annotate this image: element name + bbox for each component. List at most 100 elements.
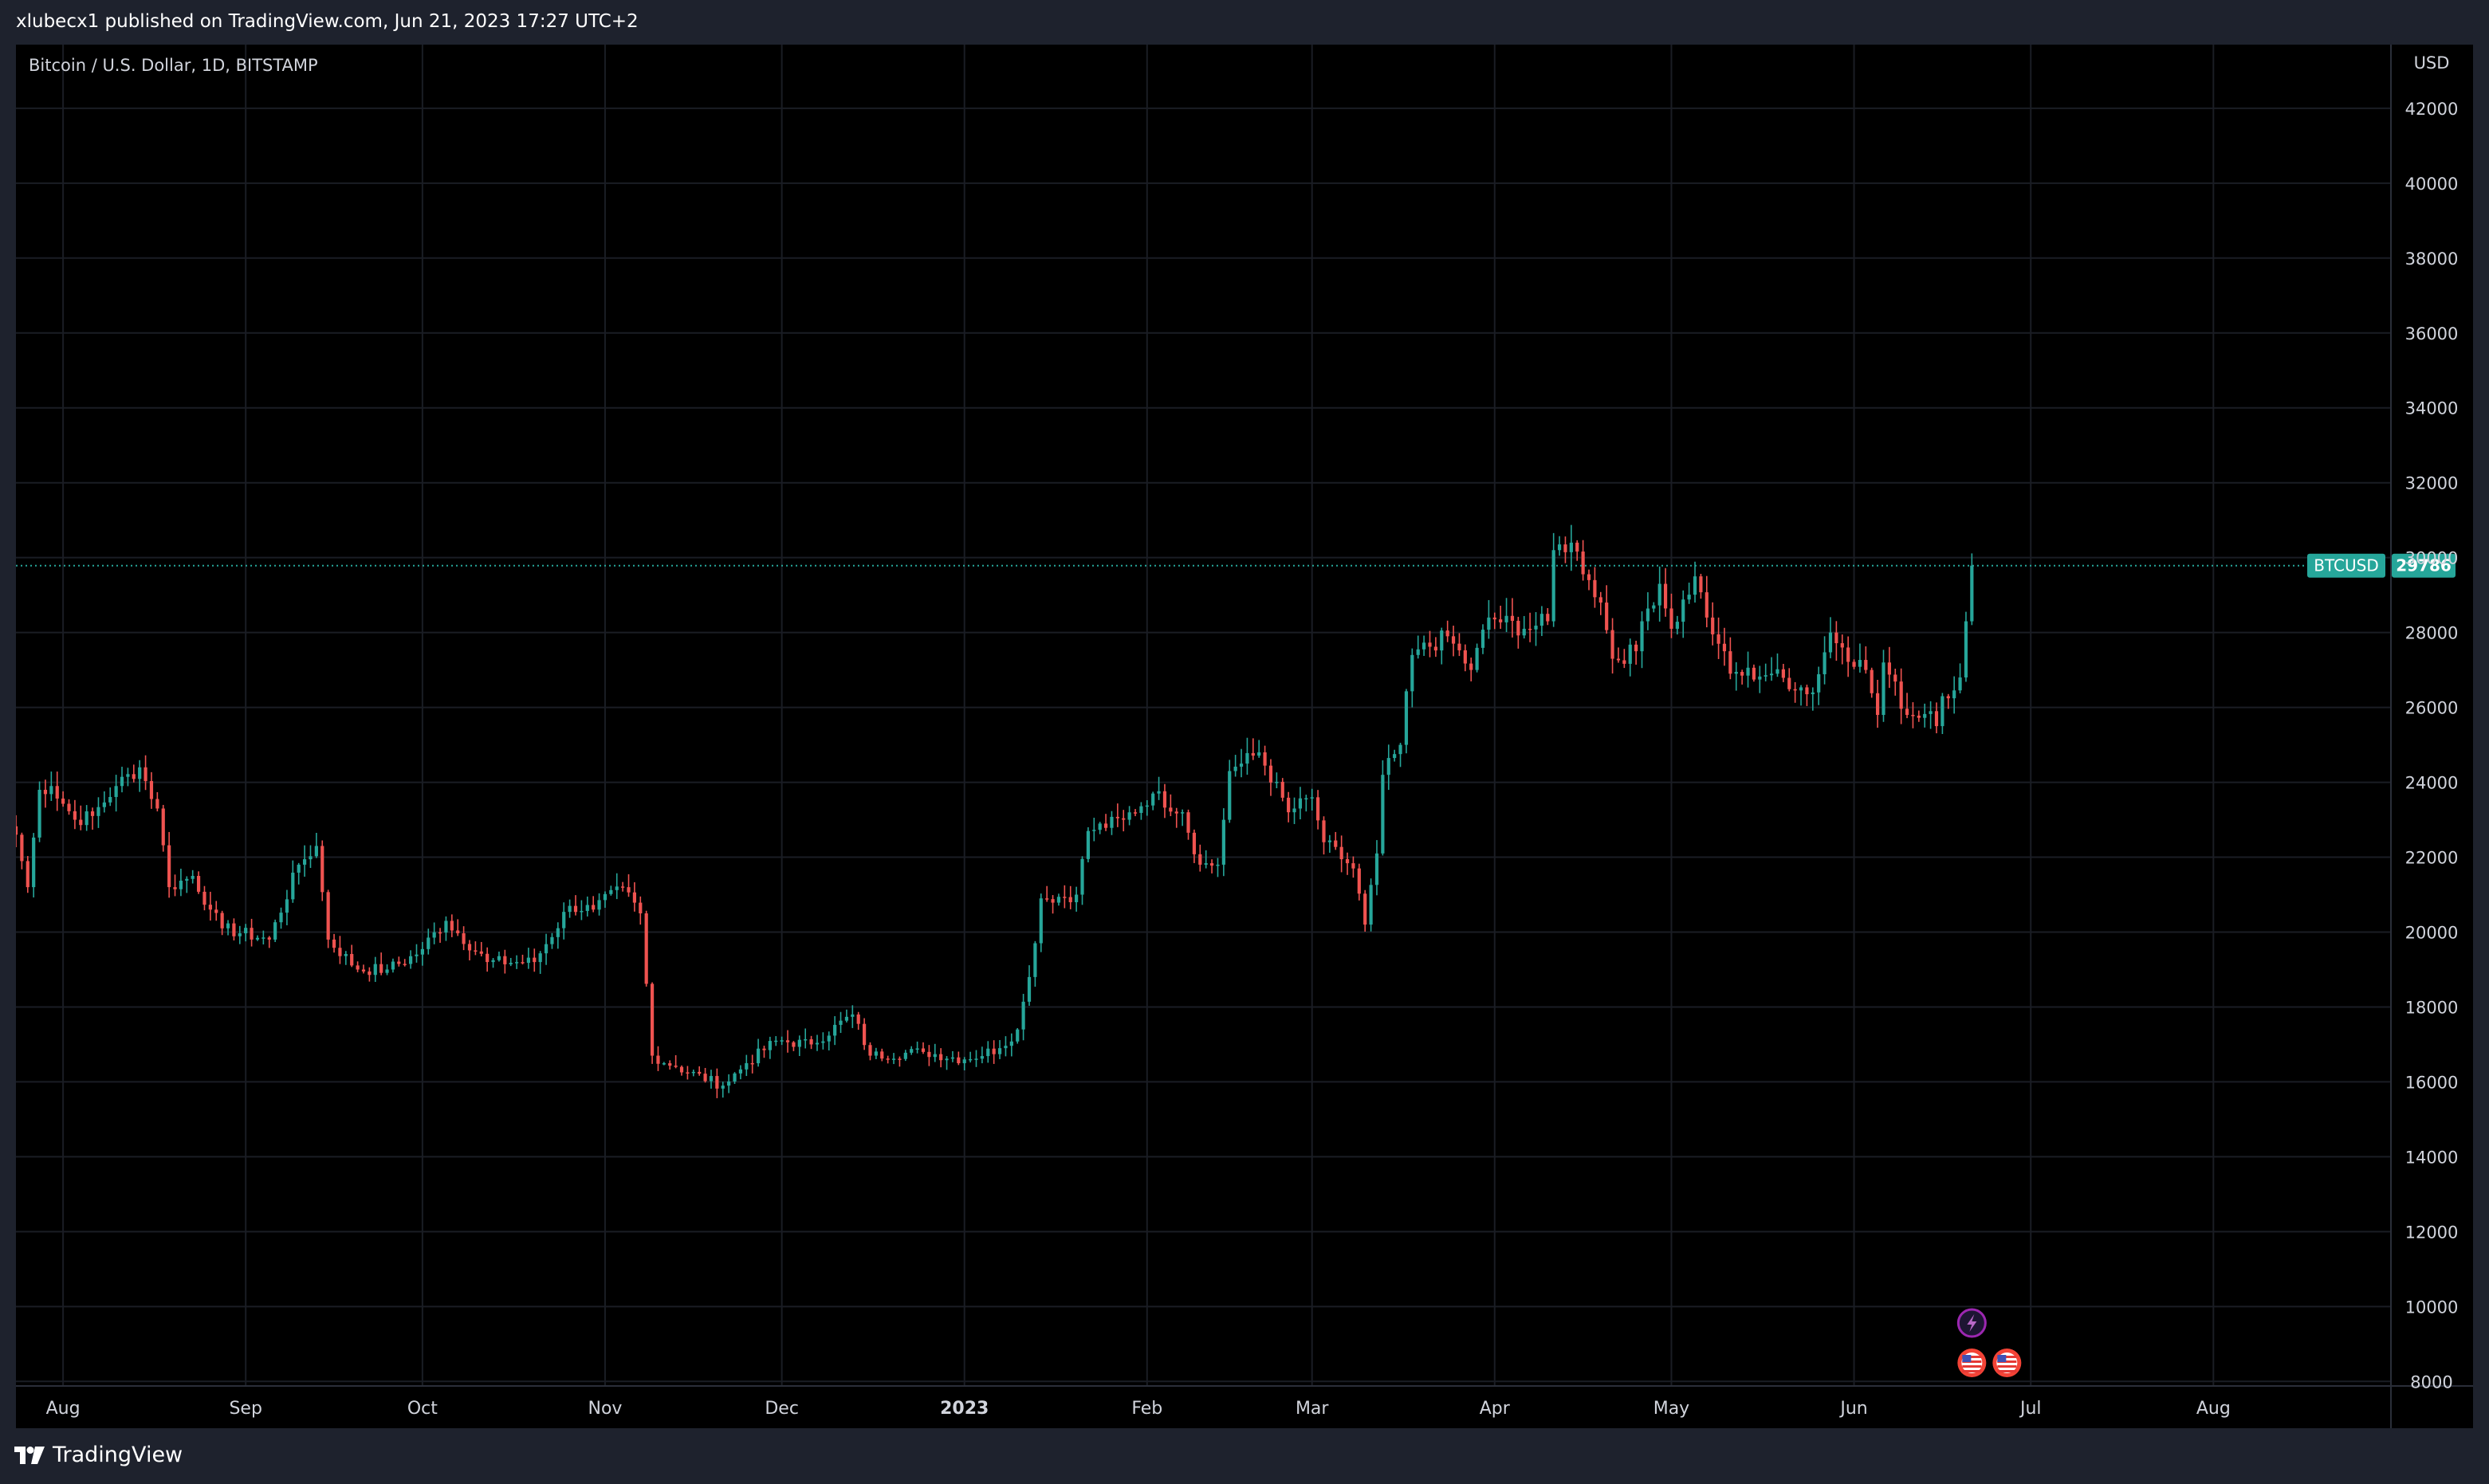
candle-body (1151, 793, 1155, 806)
candle-body (526, 957, 530, 964)
candle-body (1758, 676, 1762, 680)
candle-body (61, 798, 65, 804)
candle-body (391, 961, 395, 970)
candle-body (544, 944, 549, 954)
candle-body (85, 811, 88, 826)
candle-body (90, 811, 95, 816)
candle-body (1280, 782, 1284, 798)
candle-body (833, 1024, 837, 1036)
candle-body (185, 878, 189, 881)
candle-body (1534, 626, 1538, 630)
candle-body (668, 1063, 672, 1066)
candle-body (1075, 894, 1079, 903)
candle-body (344, 953, 348, 956)
candle-body (285, 899, 289, 913)
candle-body (1492, 617, 1496, 620)
candle-body (49, 786, 53, 795)
candle-body (1728, 651, 1732, 674)
candle-body (1209, 863, 1214, 866)
lightning-glyph (1967, 1314, 1977, 1332)
candle-body (1840, 643, 1844, 648)
candle-body (580, 910, 584, 913)
candle-body (1899, 681, 1903, 709)
candle-body (1374, 853, 1379, 885)
candle-body (43, 789, 48, 795)
candle-body (1092, 830, 1096, 831)
flag-stripe (1997, 1365, 2017, 1368)
candle-body (1463, 650, 1467, 664)
candle-body (144, 767, 147, 782)
candle-body (568, 905, 572, 913)
y-tick-label: 14000 (2405, 1148, 2459, 1167)
candle-body (698, 1071, 702, 1074)
candle-body (173, 887, 177, 889)
candle-body (102, 802, 106, 807)
candle-body (1428, 642, 1432, 647)
candle-body (261, 937, 265, 939)
candle-body (632, 892, 637, 903)
candle-body (1127, 812, 1131, 820)
candle-body (1174, 811, 1178, 814)
candle-body (1504, 615, 1508, 622)
candle-body (302, 859, 307, 865)
candle-body (1687, 595, 1691, 600)
flag-stripe (1962, 1365, 1982, 1368)
symbol-legend[interactable]: Bitcoin / U.S. Dollar, 1D, BITSTAMP (29, 56, 318, 75)
candle-body (385, 969, 389, 973)
candle-body (196, 876, 201, 892)
candle-body (1811, 692, 1815, 695)
candle-body (409, 956, 413, 964)
x-tick-label: Mar (1296, 1399, 1329, 1419)
candle-body (1198, 854, 1202, 865)
last-price-tag-bg (2392, 553, 2456, 578)
candle-body (244, 928, 248, 934)
candle-body (1098, 823, 1102, 830)
candle-body (1911, 715, 1915, 716)
flag-stripe (1997, 1370, 2017, 1372)
candle-body (1480, 630, 1485, 648)
candle-body (314, 846, 318, 857)
candle-body (1652, 605, 1656, 609)
candle-body (1681, 599, 1685, 622)
chart-frame[interactable]: BTCUSD 29786 USD 8000 10000 12000 14000 16000 18… (16, 45, 2473, 1428)
candle-body (1528, 628, 1532, 630)
candle-body (420, 948, 424, 955)
candle-body (450, 921, 454, 931)
candle-body (1752, 667, 1756, 680)
candle-body (403, 964, 407, 965)
candle-body (562, 912, 566, 928)
tradingview-brand[interactable]: TradingView (14, 1443, 183, 1467)
candle-body (1339, 846, 1343, 860)
candle-body (980, 1056, 984, 1059)
flag-stripe (1962, 1370, 1982, 1372)
symbol-tag-bg (2307, 553, 2385, 578)
candle-body (1251, 752, 1255, 756)
candle-body (585, 905, 589, 911)
candle-body (1433, 646, 1437, 651)
candle-body (662, 1063, 666, 1065)
candle-body (639, 902, 643, 914)
candle-body (650, 983, 655, 1056)
candle-body (1063, 897, 1067, 898)
y-tick-label: 16000 (2405, 1073, 2459, 1092)
candle-body (898, 1058, 902, 1060)
candle-body (232, 923, 236, 936)
candle-body (1110, 816, 1114, 828)
candle-body (326, 892, 330, 940)
published-info: xlubecx1 published on TradingView.com, J… (16, 11, 639, 32)
candle-body (1310, 797, 1314, 799)
candle-body (37, 789, 41, 838)
candle-body (16, 826, 18, 835)
candle-body (1345, 859, 1350, 864)
candle-body (1575, 542, 1579, 552)
candle-body (1181, 812, 1185, 814)
candle-body (691, 1071, 695, 1074)
candle-body (1416, 649, 1420, 655)
candle-body (1216, 864, 1220, 866)
candle-body (1475, 647, 1479, 670)
candlestick-chart[interactable]: BTCUSD 29786 USD 8000 10000 12000 14000 16000 18… (16, 45, 2473, 1428)
candle-body (338, 948, 342, 956)
candle-body (1440, 630, 1444, 651)
candle-body (515, 962, 519, 964)
candle-body (462, 933, 466, 944)
